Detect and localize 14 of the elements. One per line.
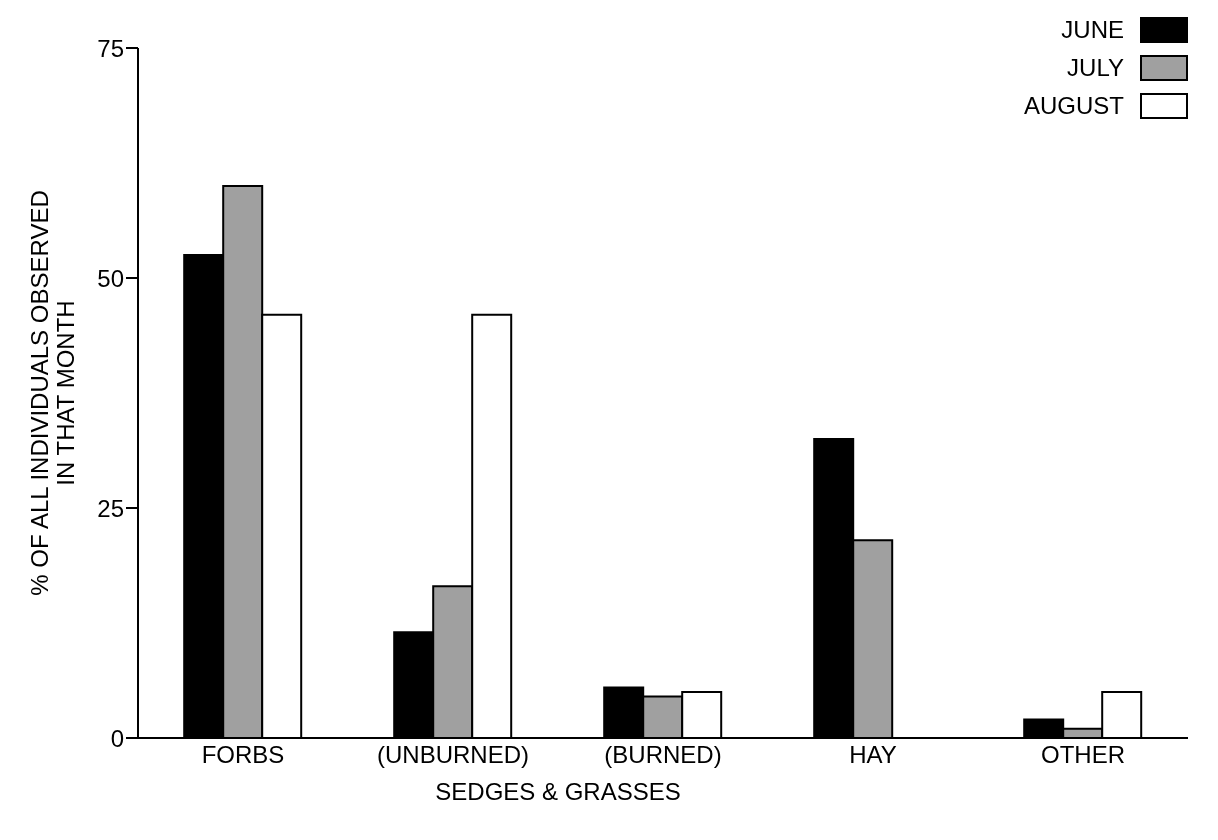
legend-label: JUNE — [1061, 16, 1124, 44]
y-tick-label: 75 — [97, 34, 124, 62]
x-tick-label: (BURNED) — [604, 741, 722, 769]
x-tick-label: (UNBURNED) — [377, 741, 529, 769]
x-tick-label: OTHER — [1041, 741, 1125, 769]
text: SEDGES & GRASSES — [435, 778, 681, 806]
legend-label: AUGUST — [1023, 92, 1124, 120]
y-axis-title: % OF ALL INDIVIDUALS OBSERVED IN THAT MONTH — [26, 190, 79, 596]
x-tick-label: HAY — [849, 741, 897, 769]
y-tick-label: 25 — [97, 494, 124, 522]
y-tick-label: 50 — [97, 264, 124, 292]
y-tick-label: 0 — [110, 724, 124, 752]
legend-label: JULY — [1067, 54, 1124, 82]
x-tick-label: FORBS — [201, 741, 285, 769]
